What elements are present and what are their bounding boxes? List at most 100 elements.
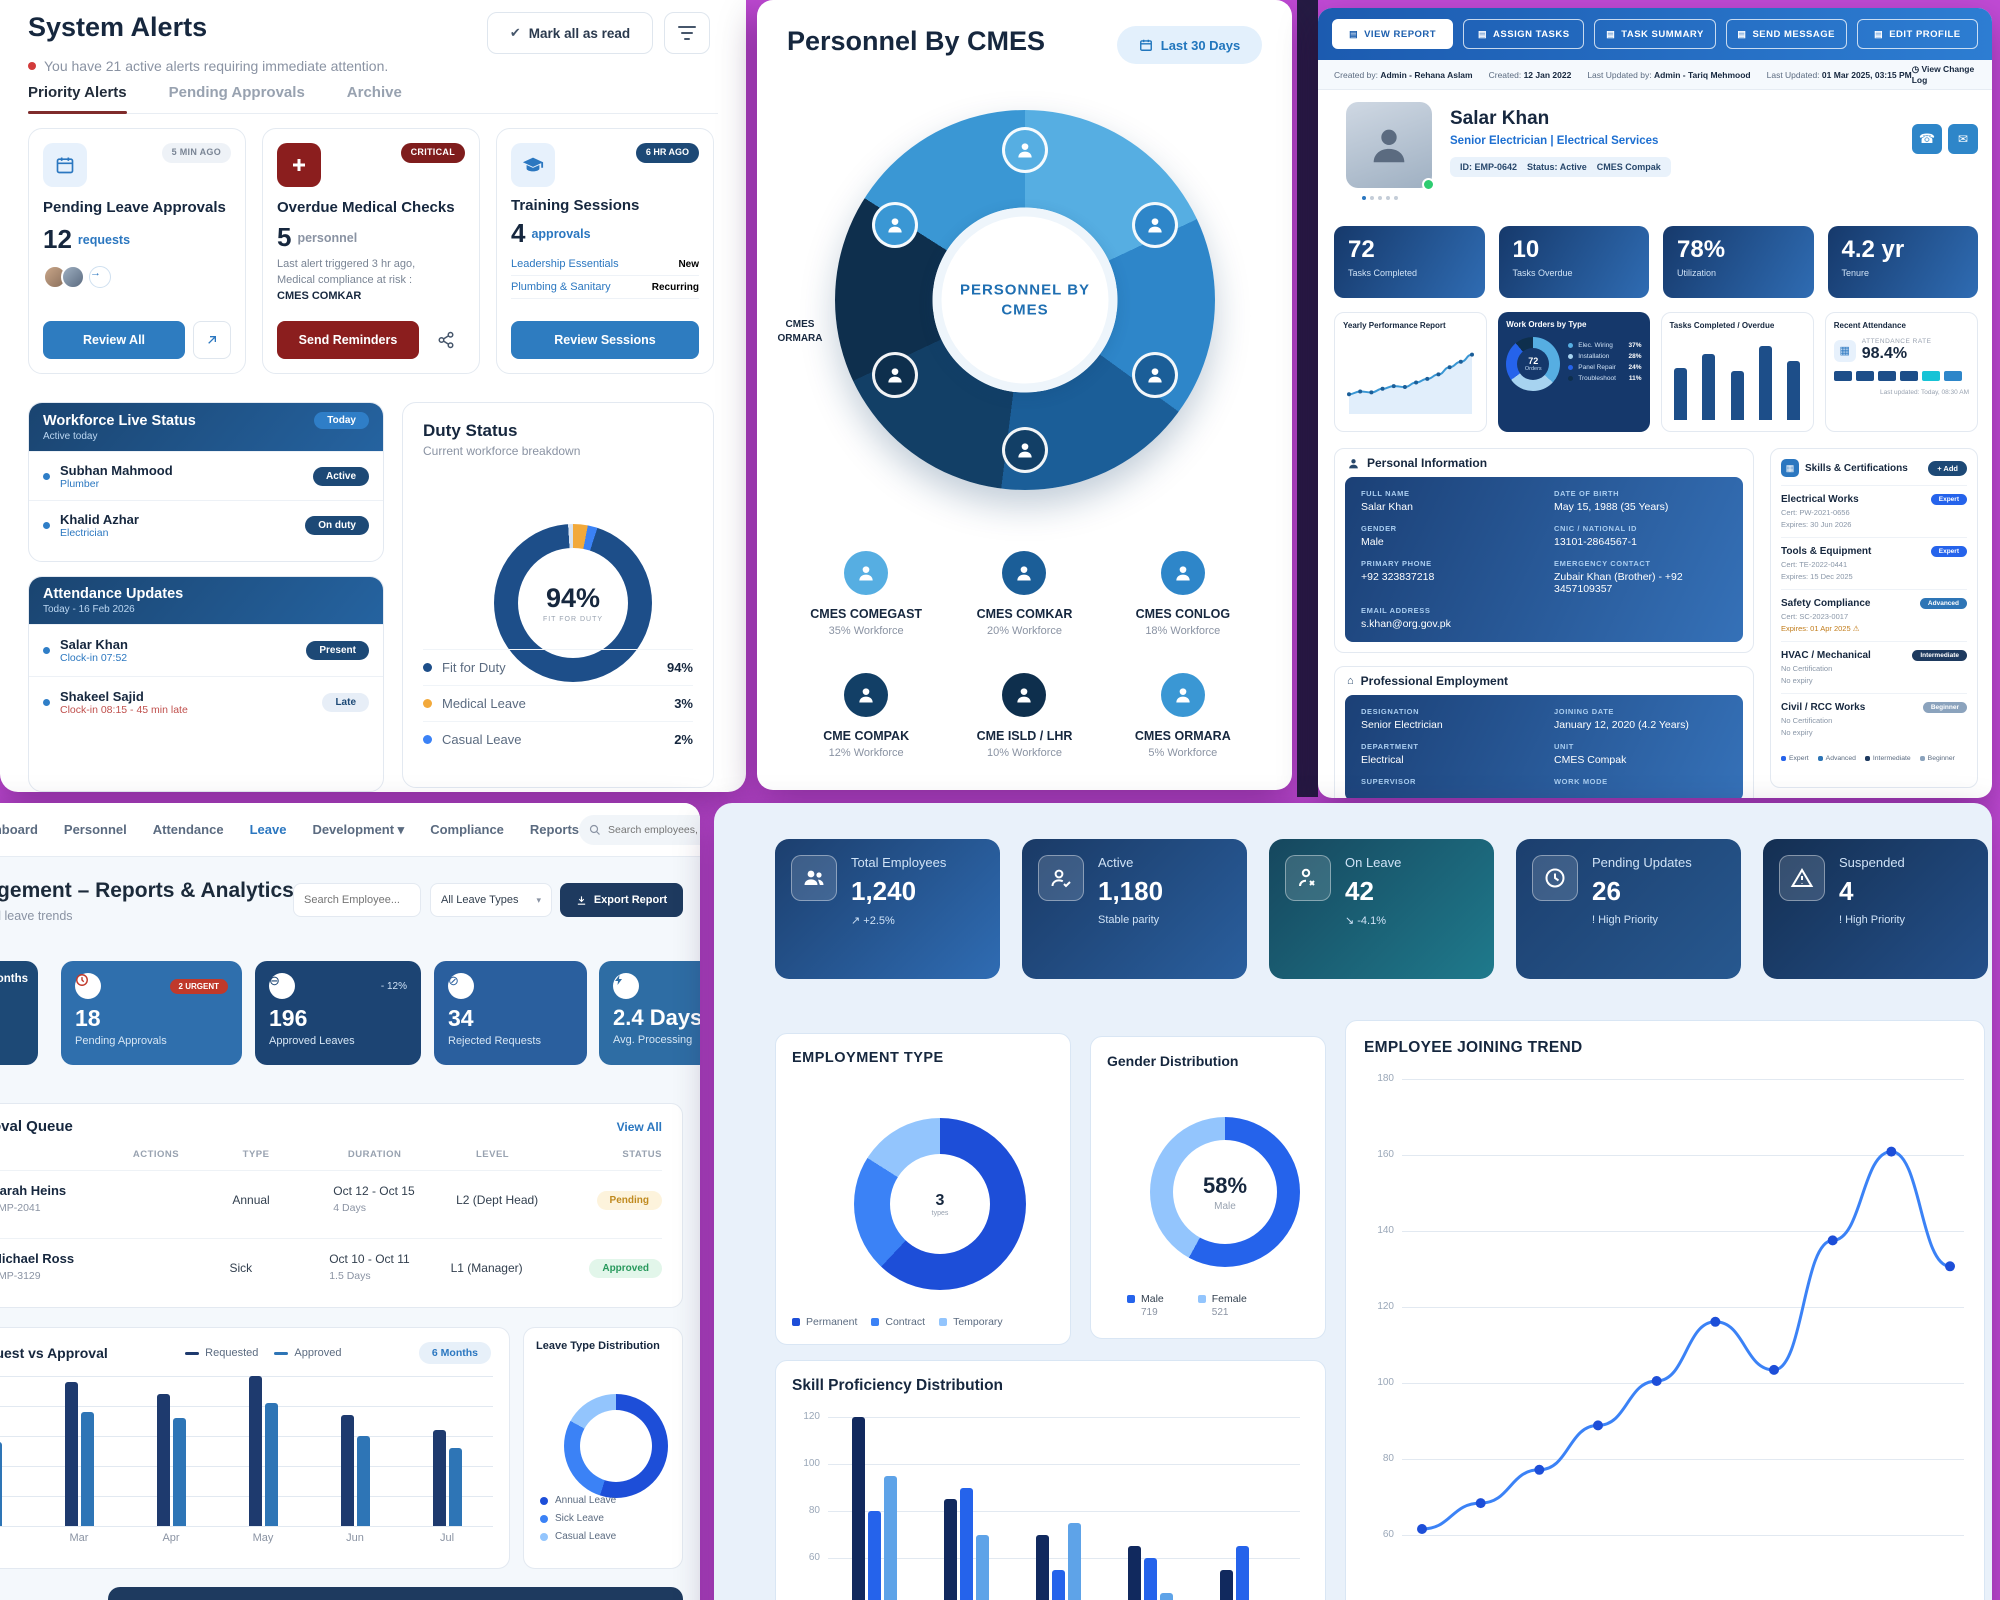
cmes-group-cell[interactable]: CME ISLD / LHR 10% Workforce [945, 673, 1103, 759]
recent-updated: Last updated: Today, 08:30 AM [1879, 389, 1969, 396]
search-employee-field[interactable] [293, 883, 421, 917]
search-input[interactable] [608, 823, 700, 836]
bar-group [33, 1376, 125, 1526]
certificate-icon: ▦ [1781, 459, 1799, 477]
stat-label: Total Employees [851, 855, 947, 870]
stat-value: 10 [1512, 236, 1540, 263]
month-label: May [252, 1532, 274, 1544]
search-employee-input[interactable] [304, 894, 410, 906]
duty-center-value: 94% [545, 583, 601, 613]
external-link-icon [208, 336, 216, 344]
review-sessions-button[interactable]: Review Sessions [511, 321, 699, 359]
cmes-group-cell[interactable]: CMES CONLOG 18% Workforce [1104, 551, 1262, 637]
mark-all-label: Mark all as read [528, 25, 631, 41]
system-alerts-panel: System Alerts ✔ Mark all as read You hav… [0, 0, 746, 792]
cmes-group-cell[interactable]: CMES COMKAR 20% Workforce [945, 551, 1103, 637]
call-button[interactable]: ☎ [1912, 124, 1942, 154]
export-report-button[interactable]: Export Report [560, 883, 683, 917]
legend-item: Permanent [792, 1316, 857, 1328]
status-badge: Approved [589, 1258, 663, 1278]
toolbar-button[interactable]: ▤ VIEW REPORT [1332, 19, 1454, 49]
cmes-group-cell[interactable]: CMES COMEGAST 35% Workforce [787, 551, 945, 637]
session-row[interactable]: Leadership Essentials New [511, 253, 699, 276]
tab-archive[interactable]: Archive [346, 84, 402, 101]
date-range-chip[interactable]: Last 30 Days [1117, 26, 1262, 64]
view-all-link[interactable]: View All [616, 1119, 662, 1134]
field-value: January 12, 2020 (4.2 Years) [1554, 719, 1689, 731]
person-photo-icon [1373, 129, 1405, 163]
open-external-button[interactable] [193, 321, 231, 359]
legend-dot [1817, 756, 1823, 761]
bar [1758, 346, 1772, 420]
field-value: Male [1361, 536, 1384, 548]
toolbar-button[interactable]: ▤ SEND MESSAGE [1725, 19, 1847, 49]
bar [1127, 1546, 1141, 1600]
workforce-row[interactable]: Khalid Azhar Electrician On duty [29, 500, 383, 549]
bar [1219, 1569, 1233, 1600]
skill-item[interactable]: Tools & Equipment Expert Cert: TE-2022-0… [1781, 537, 1967, 589]
grid-line [828, 1558, 1300, 1559]
stat-card: 10 Tasks Overdue [1498, 226, 1649, 298]
attendance-row[interactable]: Shakeel Sajid Clock-in 08:15 - 45 min la… [29, 676, 383, 728]
toolbar-button[interactable]: ▤ TASK SUMMARY [1594, 19, 1716, 49]
recent-attendance-card: Recent Attendance ▦ ATTENDANCE RATE 98.4… [1824, 312, 1978, 432]
message-button[interactable]: ✉ [1948, 124, 1978, 154]
request-vs-approval-card: Request vs Approval Requested Approved [0, 1327, 510, 1569]
nav-item[interactable]: Compliance [430, 822, 504, 837]
view-change-log-link[interactable]: ◷ View Change Log [1911, 64, 1975, 85]
legend-row: Elec. Wiring 37% [1568, 342, 1642, 349]
send-reminders-button[interactable]: Send Reminders [277, 321, 419, 359]
attendance-row[interactable]: Salar Khan Clock-in 07:52 Present [29, 624, 383, 676]
meta-item: Created by: Admin - Rehana Aslam [1334, 70, 1473, 80]
skill-expiry: Expires: 01 Apr 2025 ⚠ [1781, 624, 1860, 633]
review-all-button[interactable]: Review All [43, 321, 185, 359]
column-header: TYPE [242, 1149, 270, 1160]
meta-label: Created by: [1334, 69, 1378, 80]
rejected-requests-card: ⊘ 34 Rejected Requests [434, 961, 587, 1065]
nav-item[interactable]: Personnel [63, 822, 127, 837]
table-row[interactable]: Michael Ross EMP-3129 Sick Oct 10 - Oct … [0, 1238, 663, 1296]
tab-pending-approvals[interactable]: Pending Approvals [168, 84, 305, 101]
nav-item[interactable]: Dashboard [0, 822, 38, 837]
tab-priority-alerts[interactable]: Priority Alerts [28, 84, 127, 114]
toolbar-button[interactable]: ▤ ASSIGN TASKS [1463, 19, 1585, 49]
nav-item[interactable]: Reports [529, 822, 580, 837]
add-skill-button[interactable]: + Add [1928, 460, 1967, 476]
y-tick: 10 [0, 1496, 493, 1526]
mark-all-read-button[interactable]: ✔ Mark all as read [487, 12, 653, 54]
legend-row: Casual Leave 2% [423, 721, 693, 757]
leave-type-select[interactable]: All Leave Types ▾ [430, 883, 552, 917]
status-badge: Active [312, 466, 369, 486]
legend-label: Fit for Duty [442, 660, 506, 675]
workforce-row[interactable]: Subhan Mahmood Plumber Active [29, 451, 383, 500]
cmes-group-cell[interactable]: CMES ORMARA 5% Workforce [1104, 673, 1262, 759]
leave-type-cell: Sick [229, 1260, 253, 1275]
share-button[interactable] [427, 321, 465, 359]
meta-item: Last Updated by: Admin - Tariq Mehmood [1587, 70, 1750, 80]
nav-item[interactable]: Development ▾ [312, 821, 405, 837]
tasks-bar-chart [1670, 336, 1805, 420]
skills-title: Skills & Certifications [1805, 462, 1908, 474]
skill-item[interactable]: Civil / RCC Works Beginner No Certificat… [1781, 693, 1967, 745]
skill-item[interactable]: Electrical Works Expert Cert: PW-2021-06… [1781, 485, 1967, 537]
nav-item[interactable]: Attendance [152, 822, 224, 837]
toolbar-button[interactable]: ▤ EDIT PROFILE [1856, 19, 1979, 49]
nav-item[interactable]: Leave [249, 822, 287, 837]
grid-line [828, 1464, 1300, 1465]
skill-item[interactable]: Safety Compliance Advanced Cert: SC-2023… [1781, 589, 1967, 641]
global-search[interactable] [579, 814, 700, 845]
cmes-group-cell[interactable]: CME COMPAK 12% Workforce [787, 673, 945, 759]
queue-title: Approval Queue [0, 1118, 73, 1135]
filter-button[interactable] [664, 12, 710, 54]
stat-value: 196 [269, 1005, 308, 1031]
legend-label: Permanent [806, 1316, 858, 1328]
grid-line [1402, 1307, 1964, 1308]
session-row[interactable]: Plumbing & Sanitary Recurring [511, 276, 699, 299]
skill-item[interactable]: HVAC / Mechanical Intermediate No Certif… [1781, 641, 1967, 693]
meta-value: Admin - Rehana Aslam [1380, 69, 1473, 80]
range-badge[interactable]: 6 Months [418, 1342, 491, 1364]
field: FULL NAME Salar Khan [1361, 489, 1534, 513]
legend-label: Advanced [1825, 755, 1856, 762]
